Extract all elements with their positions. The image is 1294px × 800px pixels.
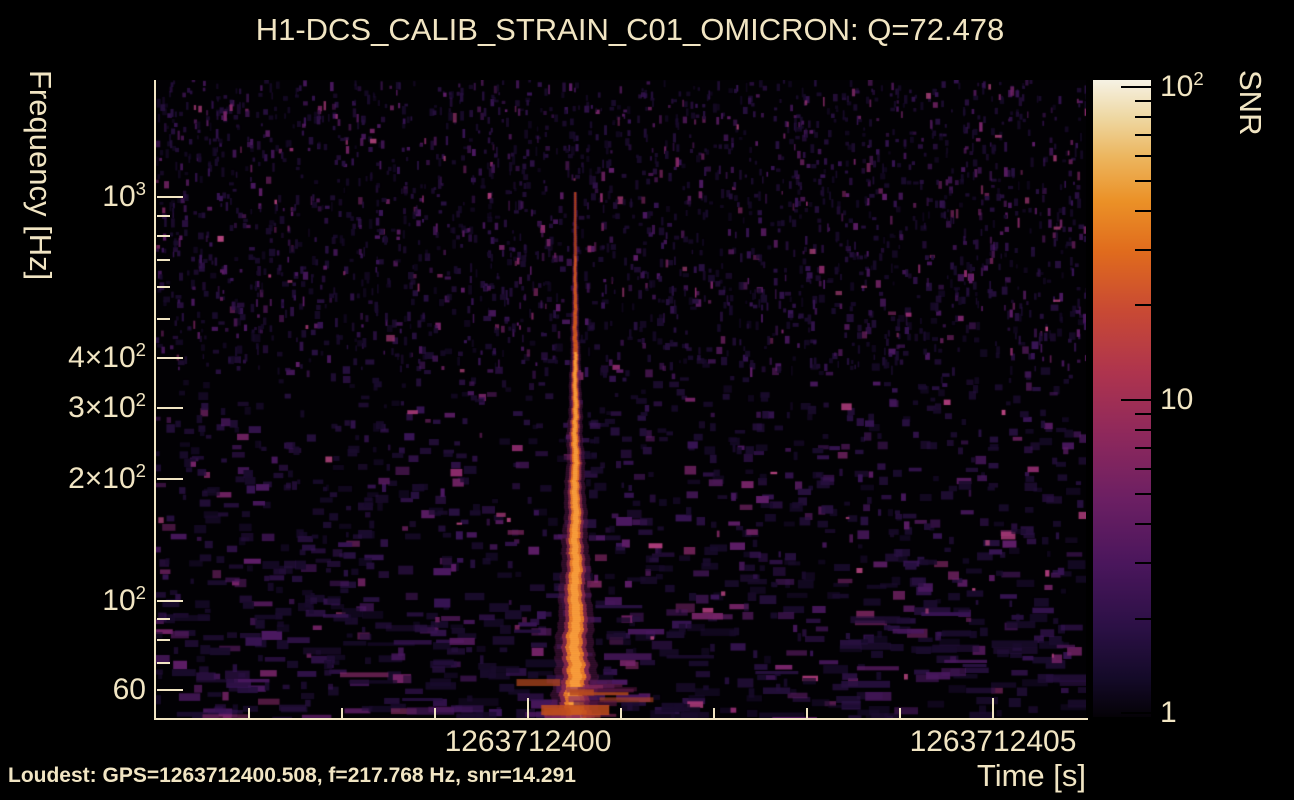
x-tick-label: 1263712400	[444, 725, 612, 758]
x-tick	[434, 708, 436, 718]
x-tick	[620, 708, 622, 718]
colorbar-tick	[1121, 85, 1151, 88]
colorbar-tick	[1135, 249, 1151, 252]
colorbar-tick-label: 1	[1160, 695, 1177, 729]
colorbar-tick	[1121, 398, 1151, 401]
y-tick	[157, 407, 183, 410]
colorbar-tick	[1135, 523, 1151, 526]
y-tick-label: 103	[102, 178, 146, 214]
y-tick-label: 60	[112, 673, 146, 707]
colorbar-tick	[1135, 99, 1151, 102]
y-tick	[157, 478, 183, 481]
x-tick	[527, 698, 529, 718]
colorbar-tick	[1135, 562, 1151, 565]
plot-title: H1-DCS_CALIB_STRAIN_C01_OMICRON: Q=72.47…	[255, 12, 1005, 47]
x-tick	[899, 708, 901, 718]
y-tick	[157, 356, 183, 359]
y-tick	[157, 599, 183, 602]
colorbar-tick	[1135, 155, 1151, 158]
colorbar-label: SNR	[1233, 70, 1268, 136]
footer-loudest: Loudest: GPS=1263712400.508, f=217.768 H…	[8, 764, 576, 787]
colorbar-gradient	[1093, 80, 1151, 717]
x-axis-label: Time [s]	[976, 758, 1086, 793]
x-axis-line	[154, 718, 1088, 720]
x-tick	[713, 708, 715, 718]
colorbar-tick-label: 10	[1160, 382, 1194, 416]
x-tick-label: 1263712405	[909, 725, 1077, 758]
colorbar-tick	[1135, 447, 1151, 450]
y-tick-label: 3×102	[68, 389, 146, 425]
colorbar-tick	[1135, 493, 1151, 495]
colorbar-tick	[1121, 711, 1151, 714]
y-tick	[157, 639, 170, 642]
colorbar-tick	[1135, 115, 1151, 118]
colorbar-tick	[1135, 617, 1151, 620]
colorbar-tick-label: 102	[1160, 67, 1204, 103]
colorbar-tick	[1135, 179, 1151, 182]
colorbar-tick	[1135, 413, 1151, 416]
x-tick	[992, 698, 994, 718]
y-tick-label: 2×102	[68, 460, 146, 496]
y-tick	[157, 285, 170, 288]
y-tick	[157, 235, 170, 238]
x-tick	[806, 708, 808, 718]
y-tick	[157, 214, 170, 217]
y-axis-line	[154, 80, 156, 720]
colorbar-tick	[1135, 429, 1151, 432]
y-tick	[157, 618, 170, 621]
colorbar-tick	[1135, 468, 1151, 471]
colorbar-tick	[1135, 134, 1151, 137]
y-tick	[157, 258, 170, 261]
y-axis-label: Frequency [Hz]	[23, 70, 58, 281]
y-tick	[157, 689, 183, 692]
x-tick	[341, 708, 343, 718]
y-tick	[157, 662, 170, 665]
colorbar-tick	[1135, 304, 1151, 307]
y-tick-label: 102	[102, 581, 146, 617]
x-tick	[248, 708, 250, 718]
colorbar-tick	[1135, 210, 1151, 213]
spectrogram-canvas	[156, 80, 1086, 719]
y-tick	[157, 196, 183, 199]
y-tick	[157, 317, 170, 320]
y-tick-label: 4×102	[68, 338, 146, 374]
